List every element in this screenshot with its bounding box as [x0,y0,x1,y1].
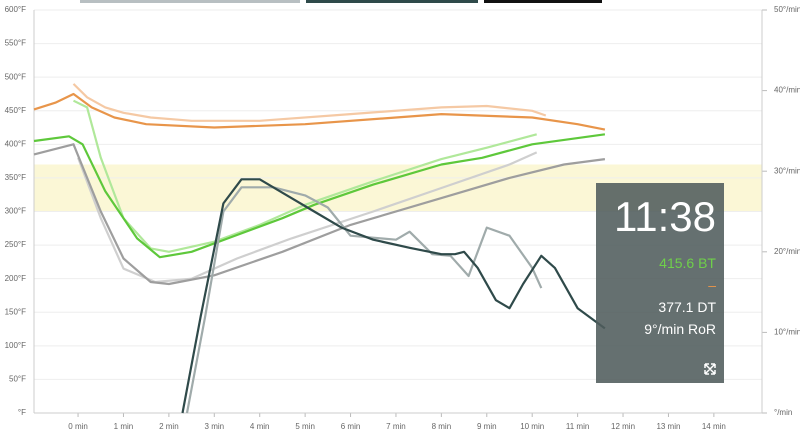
ror: 9°/min RoR [644,321,716,337]
x-tick-label: 8 min [432,422,452,431]
y-tick-label: 600°F [5,5,27,14]
series-line [181,178,606,414]
legend-bar[interactable] [80,0,300,3]
y-tick-label: 350°F [5,173,27,182]
x-tick-label: 10 min [520,422,544,431]
time: 11:38 [614,193,716,240]
x-tick-label: 12 min [611,422,635,431]
y-tick-label: 500°F [5,72,27,81]
series-line [72,83,547,122]
x-tick-label: 7 min [386,422,406,431]
y2-tick-label: 40°/min [774,86,800,95]
series-line [185,186,543,414]
x-tick-label: 6 min [341,422,361,431]
y-tick-label: °F [18,408,26,417]
x-tick-label: 4 min [250,422,270,431]
series-line [77,151,538,284]
series-line [33,92,606,131]
et: – [708,277,716,293]
y2-tick-label: °/min [774,408,792,417]
y-tick-label: 50°F [9,375,26,384]
x-tick-label: 5 min [295,422,315,431]
y-tick-label: 250°F [5,240,27,249]
y-tick-label: 200°F [5,274,27,283]
series-line [33,143,606,286]
x-tick-label: 11 min [566,422,589,431]
x-tick-label: 3 min [205,422,225,431]
y-tick-label: 100°F [5,341,27,350]
y2-tick-label: 20°/min [774,247,800,256]
legend-bar[interactable] [484,0,602,3]
expand-icon[interactable] [704,363,716,375]
y-tick-label: 150°F [5,307,27,316]
x-tick-label: 13 min [656,422,680,431]
y-tick-label: 450°F [5,106,27,115]
y2-tick-label: 50°/min [774,5,800,14]
legend-bar[interactable] [306,0,478,3]
x-tick-label: 9 min [477,422,497,431]
y2-tick-label: 10°/min [774,328,800,337]
bt: 415.6 BT [659,255,716,271]
y-tick-label: 300°F [5,207,27,216]
dt: 377.1 DT [658,299,716,315]
series-line [33,133,606,259]
y2-tick-label: 30°/min [774,166,800,175]
y-tick-label: 550°F [5,39,27,48]
y-tick-label: 400°F [5,139,27,148]
readout-panel: 11:38 415.6 BT – 377.1 DT 9°/min RoR [596,183,724,383]
series-line [73,99,537,253]
x-tick-label: 1 min [114,422,134,431]
x-tick-label: 2 min [159,422,179,431]
x-tick-label: 0 min [68,422,88,431]
x-tick-label: 14 min [702,422,726,431]
